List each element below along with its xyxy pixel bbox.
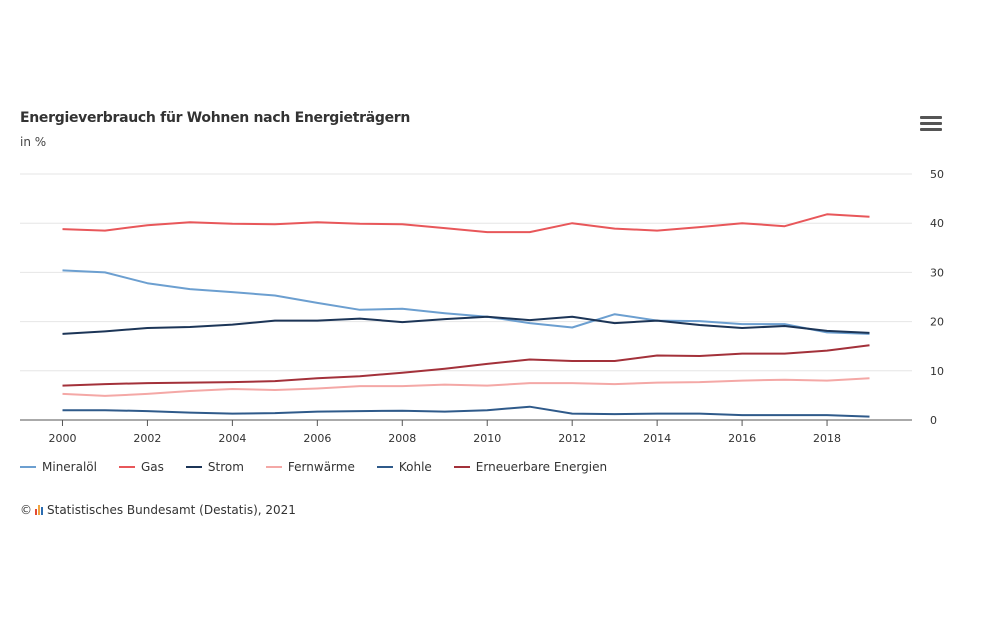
legend-swatch (20, 466, 36, 468)
legend-swatch (265, 466, 282, 468)
legend-label: Erneuerbare Energien (475, 460, 608, 474)
series-line-strom (62, 315, 870, 335)
x-tick-label-2016: 2016 (728, 432, 756, 445)
x-tick-label-2004: 2004 (218, 432, 246, 445)
source-credit: © Statistisches Bundesamt (Destatis), 20… (20, 503, 296, 517)
y-tick-label-20: 20 (930, 316, 944, 329)
series-line-gas (62, 213, 870, 234)
chart-legend: Mineralöl Gas Strom Fernwärme Kohle Erneuerba… (20, 460, 629, 474)
series-line-kohle (62, 405, 870, 418)
y-tick-label-30: 30 (930, 266, 944, 279)
y-tick-label-10: 10 (930, 365, 944, 378)
x-tick-label-2006: 2006 (303, 432, 331, 445)
y-tick-label-40: 40 (930, 217, 944, 230)
legend-label: Strom (207, 460, 244, 474)
y-tick-label-0: 0 (930, 414, 937, 427)
legend-label: Mineralöl (42, 460, 97, 474)
legend-item-4[interactable]: Kohle (376, 460, 432, 474)
source-text: Statistisches Bundesamt (Destatis), 2021 (47, 503, 296, 517)
hamburger-menu-icon[interactable] (920, 116, 942, 136)
x-tick-label-2012: 2012 (558, 432, 586, 445)
legend-swatch (185, 466, 202, 468)
legend-item-5[interactable]: Erneuerbare Energien (453, 460, 608, 474)
copyright-symbol: © (20, 503, 32, 517)
legend-label: Gas (140, 460, 164, 474)
legend-swatch (118, 466, 135, 468)
legend-swatch (453, 466, 470, 468)
legend-item-3[interactable]: Fernwärme (265, 460, 355, 474)
chart-title: Energieverbrauch für Wohnen nach Energie… (20, 110, 411, 126)
legend-item-1[interactable]: Gas (118, 460, 164, 474)
x-tick-label-2002: 2002 (133, 432, 161, 445)
legend-label: Fernwärme (287, 460, 355, 474)
legend-label: Kohle (398, 460, 432, 474)
legend-swatch (376, 466, 393, 468)
series-line-mineralöl (62, 269, 870, 335)
series-line-erneuerbare-energien (62, 344, 870, 387)
x-tick-label-2000: 2000 (48, 432, 76, 445)
x-tick-label-2014: 2014 (643, 432, 671, 445)
y-tick-label-50: 50 (930, 168, 944, 181)
x-tick-label-2008: 2008 (388, 432, 416, 445)
legend-item-2[interactable]: Strom (185, 460, 244, 474)
x-tick-label-2010: 2010 (473, 432, 501, 445)
series-line-fernwärme (62, 377, 870, 397)
chart-subtitle: in % (20, 135, 47, 149)
legend-item-0[interactable]: Mineralöl (20, 460, 97, 474)
destatis-logo-icon (35, 505, 43, 515)
x-tick-label-2018: 2018 (813, 432, 841, 445)
